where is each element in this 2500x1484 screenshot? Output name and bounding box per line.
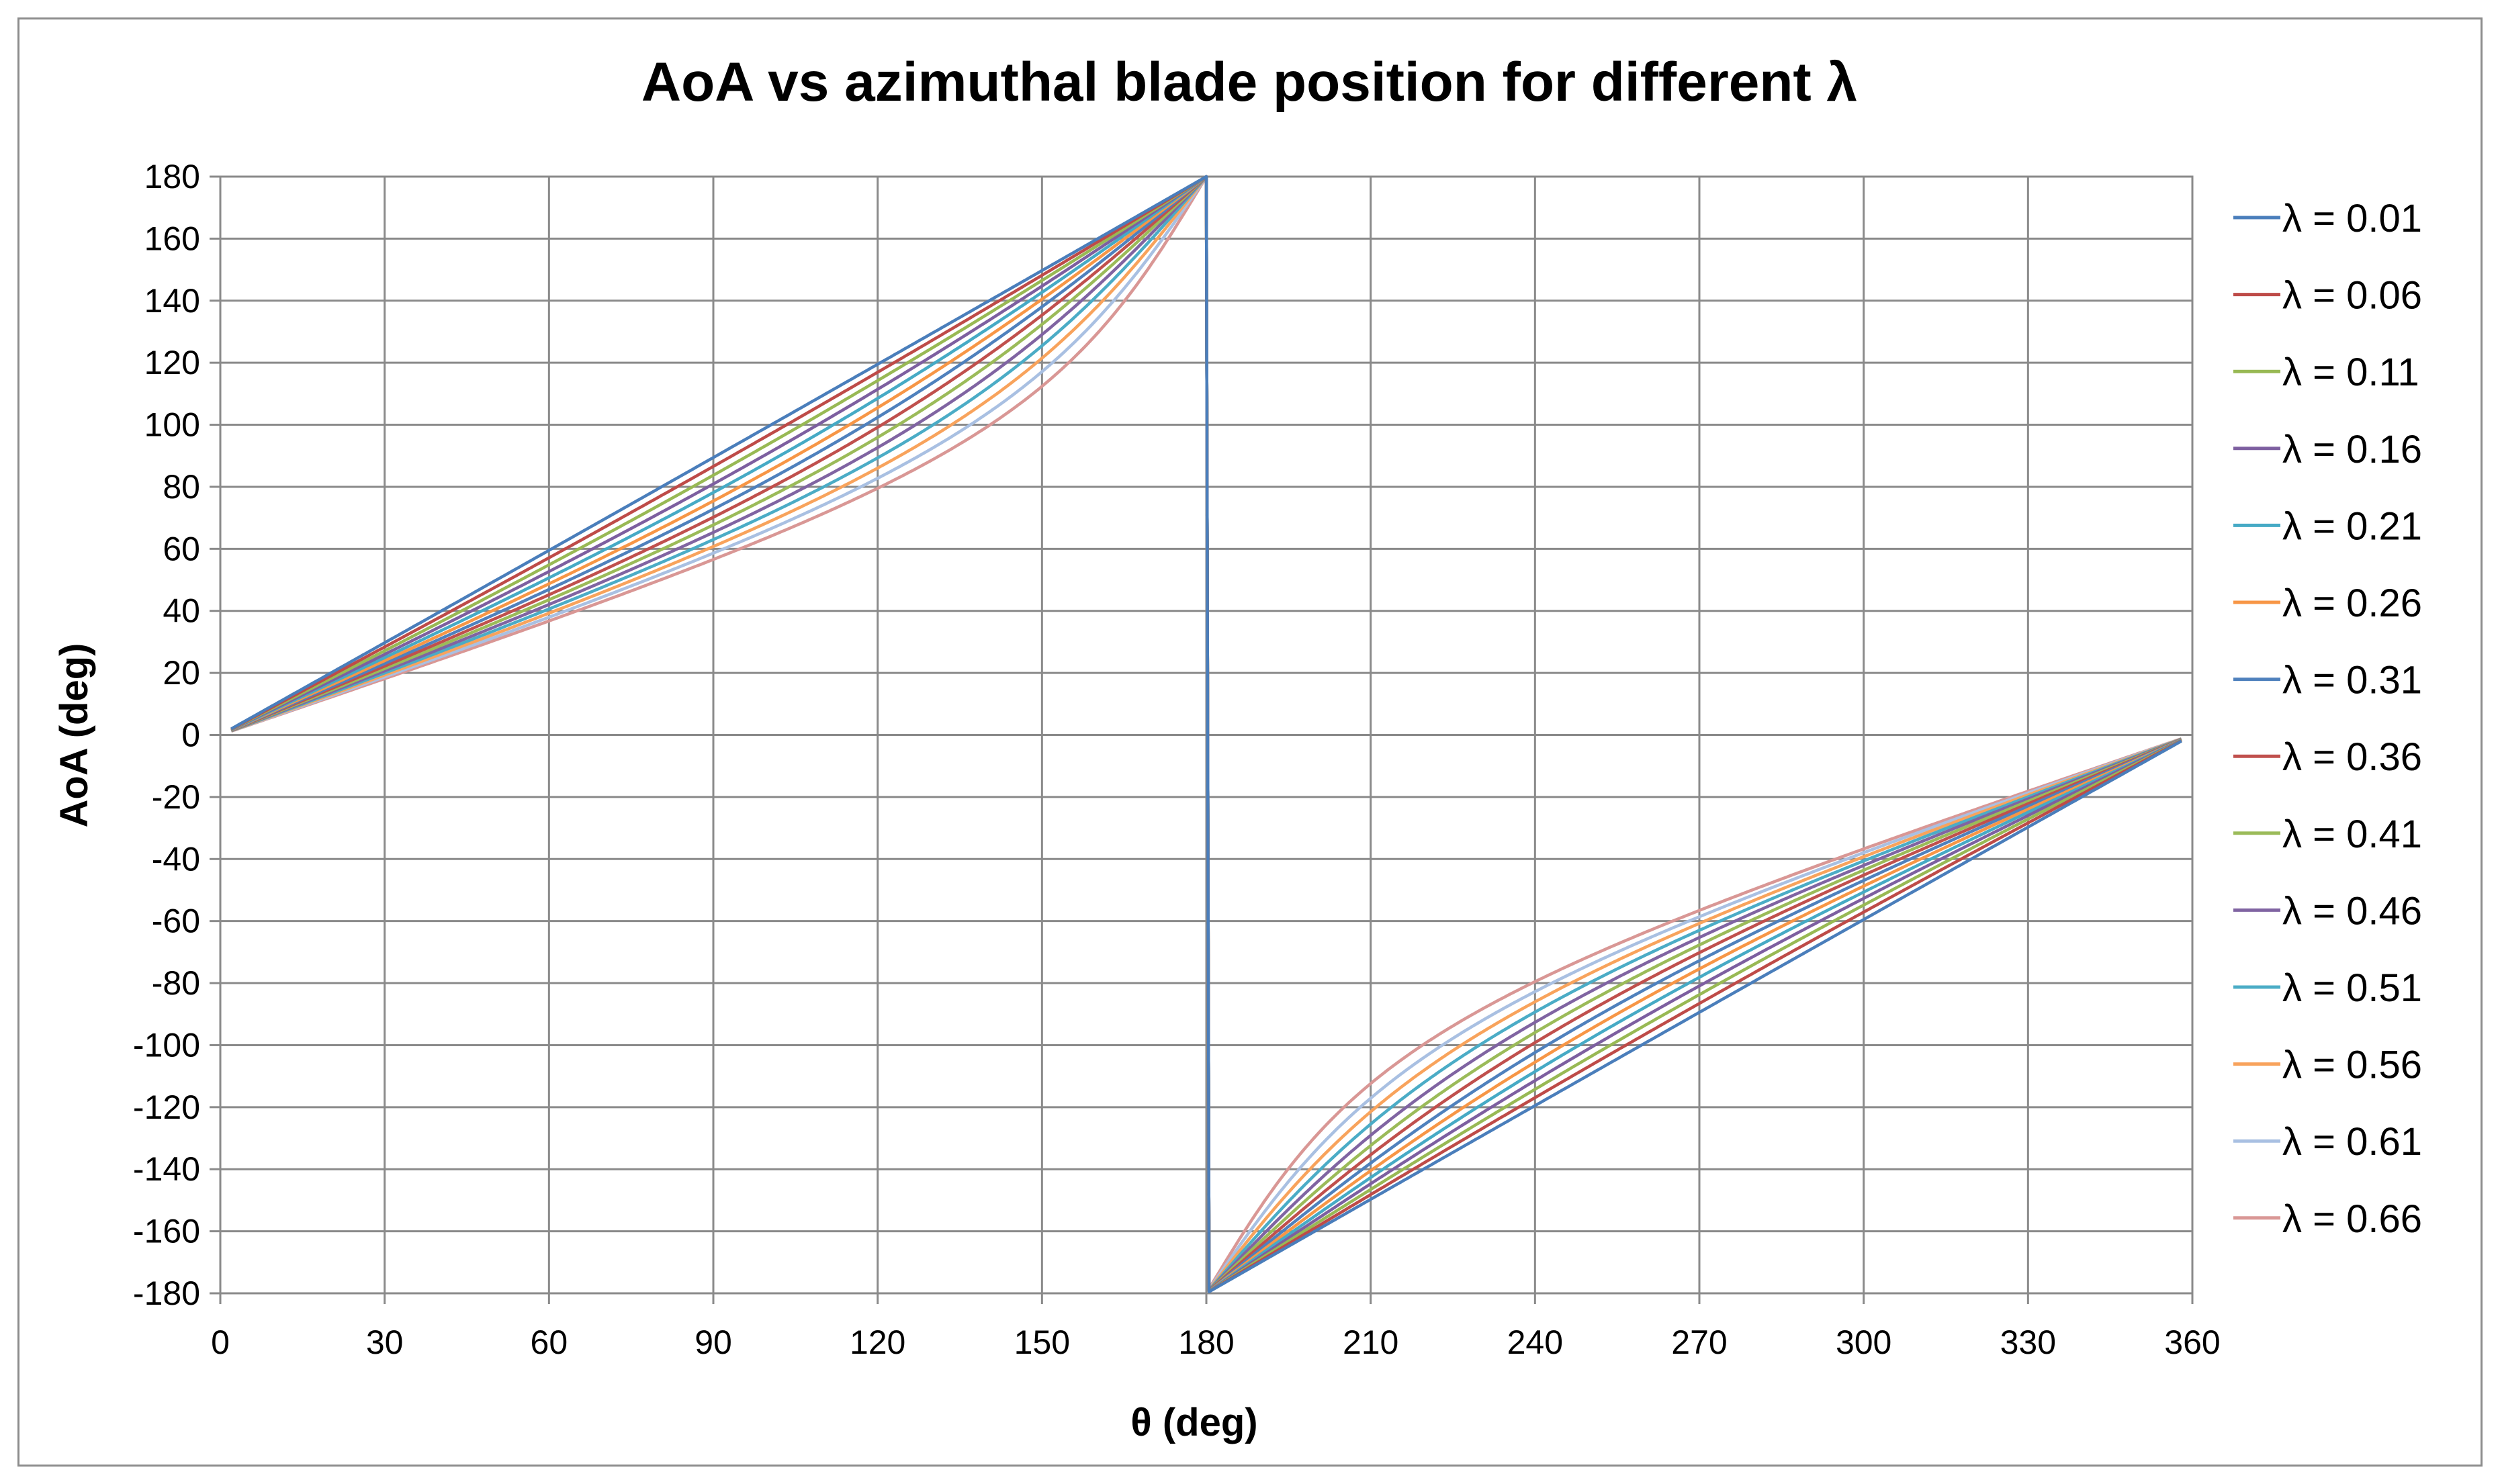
y-tick-label: -160 [133,1213,200,1250]
y-tick-label: -80 [152,964,200,1002]
x-axis-ticks: 0 30 60 90 120 150 180 210 240 270 300 330 360 [211,1324,2221,1361]
y-tick-label: -100 [133,1026,200,1064]
y-tick-label: 120 [144,344,200,381]
series-line-1 [230,175,2182,1293]
x-tick-label: 90 [695,1324,732,1361]
legend-label: λ = 0.41 [2282,813,2422,856]
legend-label: λ = 0.11 [2282,351,2419,394]
x-tick-label: 300 [1836,1324,1891,1361]
legend-label: λ = 0.26 [2282,582,2422,625]
x-tick-label: 150 [1014,1324,1070,1361]
x-tick-label: 180 [1178,1324,1234,1361]
y-tick-label: 0 [181,716,200,754]
y-tick-label: 160 [144,220,200,257]
series-lines [230,175,2182,1293]
y-tick-label: -40 [152,840,200,878]
legend-label: λ = 0.06 [2282,274,2422,318]
x-tick-label: 210 [1343,1324,1398,1361]
legend-label: λ = 0.01 [2282,197,2422,240]
legend-label: λ = 0.46 [2282,889,2422,933]
y-tick-label: 20 [163,654,200,692]
legend-label: λ = 0.61 [2282,1120,2422,1164]
y-tick-label: -60 [152,902,200,940]
x-axis-label: θ (deg) [1130,1401,1257,1444]
legend-label: λ = 0.31 [2282,659,2422,702]
legend: λ = 0.01 λ = 0.06 λ = 0.11 λ = 0.16 λ = 0.21… [2233,197,2422,1241]
y-tick-label: 100 [144,406,200,444]
legend-label: λ = 0.16 [2282,428,2422,471]
y-tick-label: 180 [144,158,200,195]
y-tick-label: -180 [133,1274,200,1312]
x-tick-label: 270 [1671,1324,1727,1361]
legend-label: λ = 0.21 [2282,504,2422,548]
x-tick-label: 60 [531,1324,568,1361]
y-axis-ticks: 180 160 140 120 100 80 60 40 20 0 -20 -40 -60 -80 -100… [133,158,200,1312]
y-tick-label: 40 [163,592,200,630]
y-tick-label: -120 [133,1088,200,1126]
y-tick-label: 60 [163,530,200,567]
x-tick-label: 330 [2000,1324,2056,1361]
legend-label: λ = 0.36 [2282,735,2422,779]
legend-label: λ = 0.56 [2282,1044,2422,1087]
x-tick-label: 240 [1507,1324,1563,1361]
x-tick-label: 0 [211,1324,230,1361]
x-tick-label: 30 [366,1324,404,1361]
gridlines [210,175,2194,1304]
y-tick-label: 80 [163,468,200,506]
y-tick-label: 140 [144,282,200,320]
legend-label: λ = 0.66 [2282,1197,2422,1241]
legend-label: λ = 0.51 [2282,966,2422,1010]
chart-title: AoA vs azimuthal blade position for diff… [641,52,1857,113]
x-tick-label: 360 [2164,1324,2220,1361]
y-axis-label: AoA (deg) [52,643,96,828]
x-tick-label: 120 [850,1324,905,1361]
y-tick-label: -20 [152,778,200,816]
y-tick-label: -140 [133,1150,200,1188]
